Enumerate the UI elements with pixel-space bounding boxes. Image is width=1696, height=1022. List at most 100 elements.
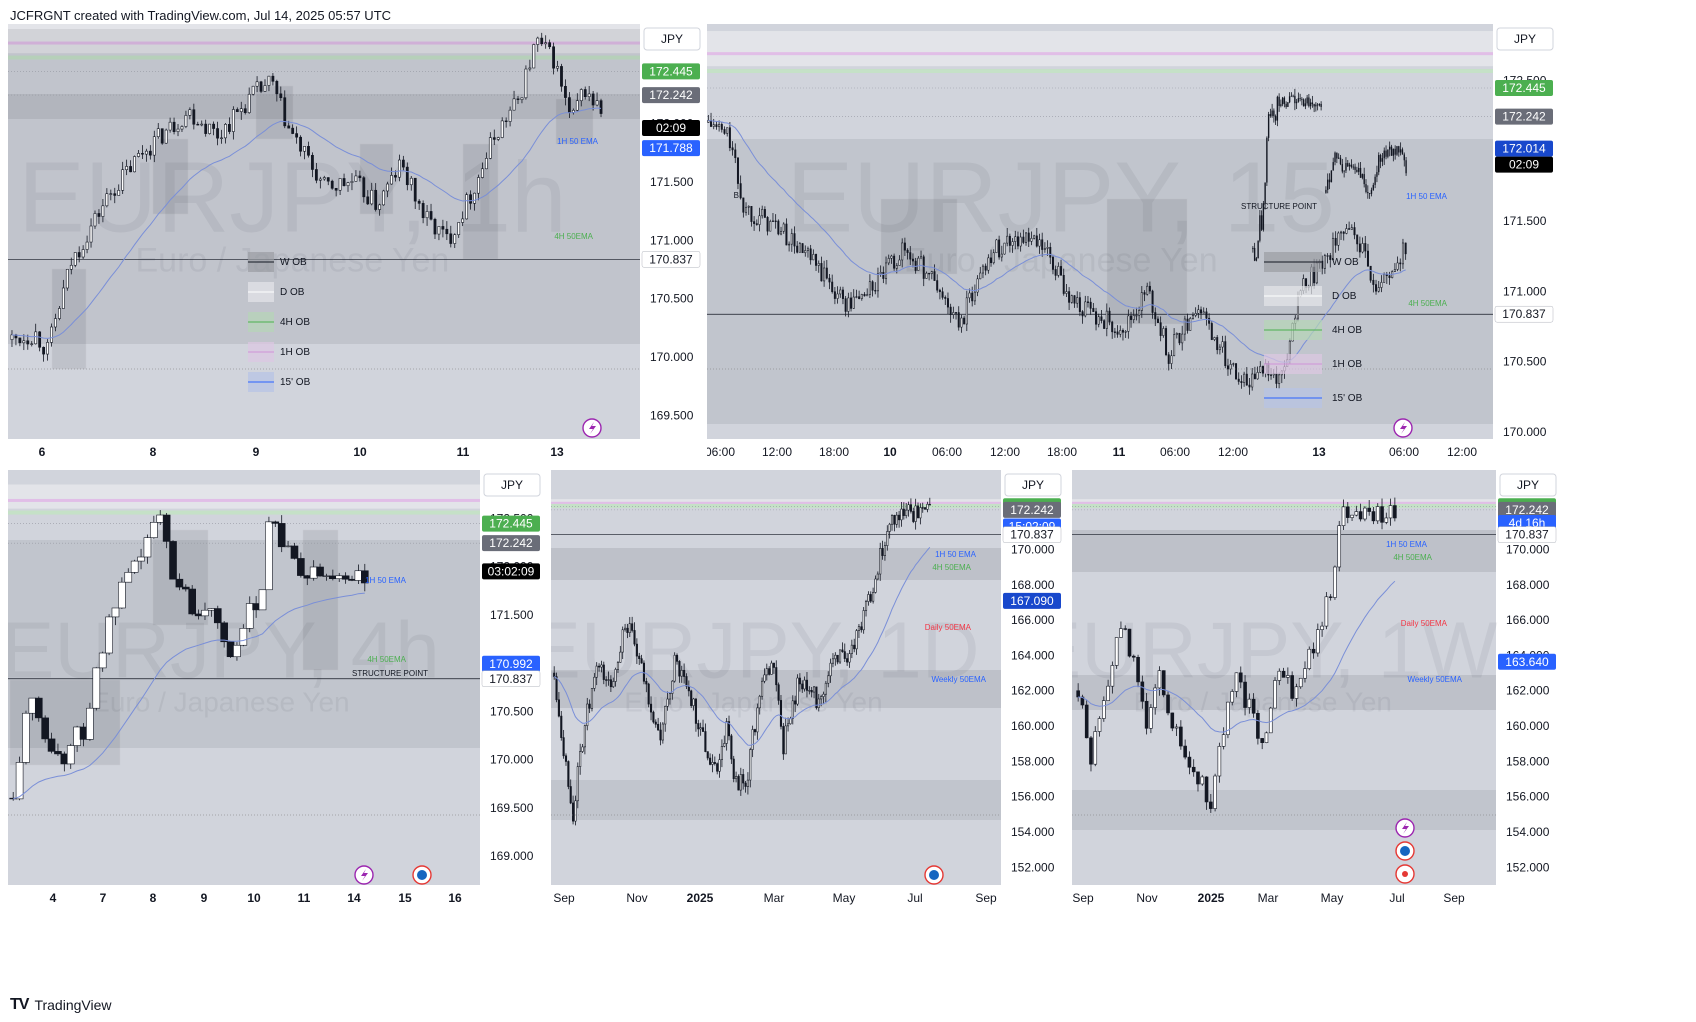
- candle: [763, 206, 766, 219]
- candle: [785, 218, 788, 246]
- candle: [1393, 497, 1397, 522]
- x-tick-label: 12:00: [1447, 445, 1477, 459]
- candle-body: [1328, 179, 1331, 183]
- 1h-ob-line: [8, 498, 480, 502]
- candle: [473, 192, 476, 211]
- candle-body: [898, 514, 901, 521]
- candle: [922, 254, 925, 287]
- x-tick-label: 06:00: [1160, 445, 1190, 459]
- candle-body: [782, 223, 785, 232]
- candle: [868, 274, 871, 299]
- candle: [1100, 310, 1103, 324]
- candle-body: [556, 66, 559, 69]
- candle-body: [297, 558, 305, 576]
- candle: [297, 552, 305, 578]
- candle: [1393, 263, 1396, 273]
- candle: [1157, 666, 1162, 696]
- price-label-bg: [1495, 140, 1553, 157]
- y-tick-label: 166.000: [1506, 613, 1550, 627]
- candle-body: [524, 68, 528, 99]
- candle: [1353, 222, 1356, 240]
- candle-body: [405, 166, 409, 186]
- candle-body: [1384, 517, 1389, 523]
- candle: [334, 187, 338, 197]
- candle: [330, 179, 334, 190]
- y-tick-label: 160.000: [1506, 719, 1550, 733]
- candle: [919, 503, 922, 525]
- price-label-tag: 170.837: [1002, 526, 1062, 543]
- candle: [765, 663, 768, 681]
- price-label-tag: 172.242: [1498, 501, 1556, 518]
- candle-body: [1119, 330, 1122, 335]
- candle-body: [1070, 295, 1073, 303]
- 1h-ob-line: [551, 501, 1001, 505]
- candle-body: [1273, 110, 1275, 117]
- candle-body: [739, 774, 742, 791]
- candle: [449, 225, 453, 248]
- currency-badge: JPY: [1496, 27, 1554, 51]
- candle-body: [981, 265, 984, 274]
- candle-body: [1396, 262, 1399, 270]
- candle: [864, 599, 868, 617]
- candle: [605, 676, 608, 687]
- candle-body: [1173, 334, 1176, 357]
- candle: [290, 542, 299, 560]
- price-label-text: 170.992: [489, 657, 533, 671]
- candle-body: [864, 601, 868, 611]
- candle-body: [992, 252, 995, 264]
- price-label-text: 02:09: [656, 121, 686, 135]
- candle-body: [1230, 691, 1235, 703]
- x-tick-label: Jul: [1389, 891, 1404, 905]
- candle-body: [1262, 203, 1265, 230]
- candle-body: [194, 613, 203, 617]
- candle: [1358, 503, 1363, 522]
- candle-body: [1046, 247, 1049, 249]
- candle-body: [1208, 317, 1211, 324]
- candle-body: [358, 175, 362, 179]
- candle-body: [1295, 101, 1298, 104]
- candle: [1108, 307, 1111, 326]
- candle-body: [1315, 104, 1317, 107]
- candle-body: [346, 182, 350, 187]
- 1h-ob-line: [1072, 501, 1496, 505]
- candle: [734, 143, 737, 164]
- candle-body: [1404, 242, 1407, 255]
- candle-body: [1051, 256, 1054, 270]
- candle-body: [965, 297, 968, 325]
- candle-body: [1316, 104, 1319, 106]
- candle: [1014, 230, 1017, 250]
- candle-body: [117, 190, 121, 196]
- candle-body: [583, 89, 587, 97]
- candle-body: [1205, 311, 1208, 319]
- candle: [784, 717, 787, 755]
- candle-body: [1290, 675, 1294, 699]
- candle-body: [883, 545, 886, 556]
- candle: [825, 259, 828, 280]
- candle-body: [79, 726, 88, 740]
- candle: [876, 267, 879, 298]
- candle: [1294, 88, 1296, 111]
- candle-body: [528, 67, 532, 70]
- candle: [245, 596, 254, 633]
- price-label-tag: 03:02:09: [482, 563, 540, 580]
- candle-body: [1135, 314, 1138, 317]
- candle: [247, 87, 251, 114]
- candle: [1097, 716, 1102, 737]
- candle: [1140, 286, 1143, 318]
- candle: [715, 121, 718, 130]
- candle: [572, 795, 575, 825]
- candle: [1337, 520, 1342, 572]
- candle: [841, 286, 844, 305]
- candle: [694, 698, 697, 732]
- calendar-glyph: [929, 870, 939, 880]
- candle-body: [885, 262, 888, 279]
- x-tick-label: 2025: [687, 891, 714, 905]
- candle: [441, 219, 445, 238]
- candle-body: [1341, 164, 1344, 172]
- candle: [652, 710, 655, 724]
